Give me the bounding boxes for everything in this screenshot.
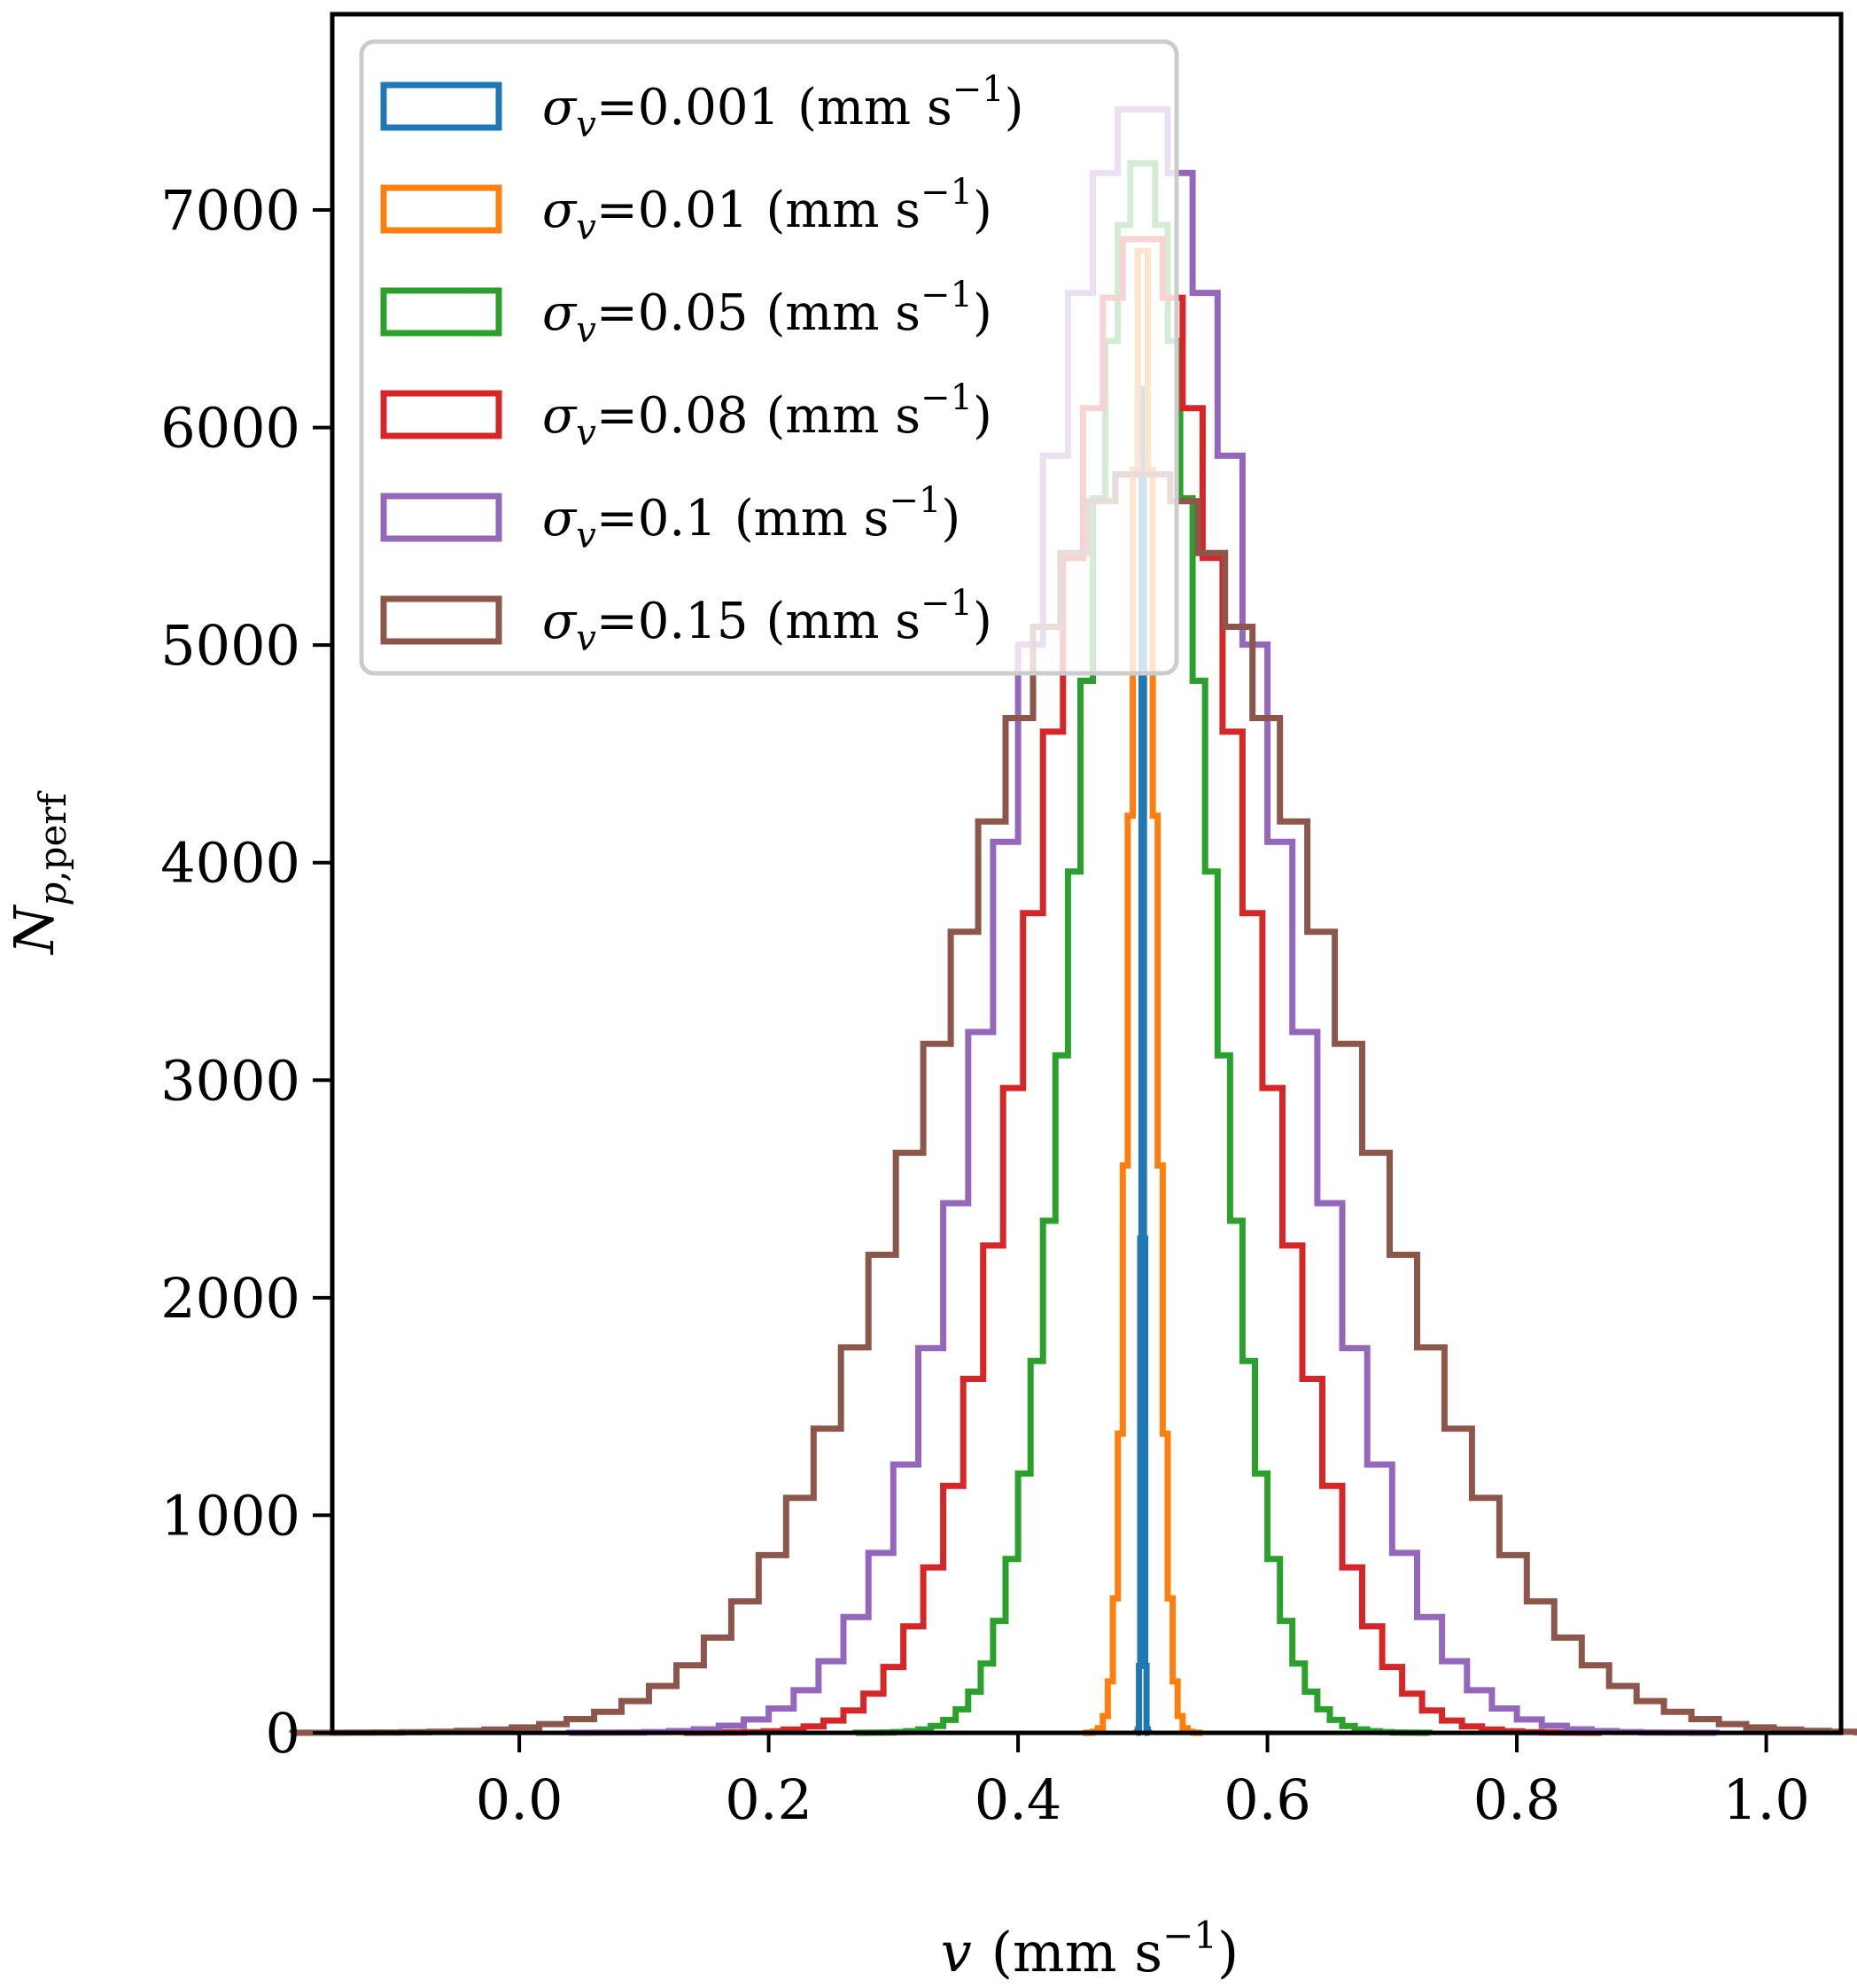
y-tick-label: 2000	[160, 1266, 300, 1331]
legend-label: σv=0.15 (mm s−1)	[542, 583, 992, 659]
y-tick-label: 4000	[160, 831, 300, 896]
legend-swatch	[380, 82, 502, 131]
y-tick-label: 3000	[160, 1048, 300, 1113]
legend-label: σv=0.01 (mm s−1)	[542, 172, 992, 248]
legend-swatch	[380, 390, 502, 439]
y-axis: 0 1000 2000 3000 4000 5000 6000 7000	[160, 178, 332, 1766]
x-axis-title: v (mm s−1)	[941, 1914, 1239, 1984]
legend: σv=0.001 (mm s−1) σv=0.01 (mm s−1) σv=0.05 (m…	[359, 39, 1179, 676]
legend-swatch	[380, 287, 502, 337]
x-tick-label: 0.2	[725, 1767, 812, 1832]
y-tick-label: 7000	[160, 178, 300, 243]
legend-label: σv=0.1 (mm s−1)	[542, 480, 960, 556]
legend-swatch	[380, 493, 502, 542]
legend-label: σv=0.05 (mm s−1)	[542, 275, 992, 351]
x-tick-label: 0.4	[975, 1767, 1062, 1832]
x-tick-label: 0.0	[476, 1767, 563, 1832]
y-axis-title: Np,perf	[2, 790, 74, 956]
legend-swatch	[380, 595, 502, 645]
y-tick-label: 1000	[160, 1483, 300, 1548]
plot-frame	[330, 12, 1844, 1736]
x-axis: 0.0 0.2 0.4 0.6 0.8 1.0	[476, 1733, 1810, 1832]
legend-box	[359, 39, 1179, 676]
x-tick-label: 1.0	[1722, 1767, 1810, 1832]
legend-label: σv=0.08 (mm s−1)	[542, 377, 992, 454]
y-tick-label: 6000	[160, 396, 300, 461]
legend-label: σv=0.001 (mm s−1)	[542, 69, 1024, 145]
y-tick-label: 5000	[160, 613, 300, 678]
x-tick-label: 0.6	[1224, 1767, 1311, 1832]
legend-swatch	[380, 184, 502, 234]
y-tick-label: 0	[266, 1701, 300, 1766]
legend-entries: σv=0.001 (mm s−1) σv=0.01 (mm s−1) σv=0.05 (m…	[380, 69, 1024, 659]
x-tick-label: 0.8	[1473, 1767, 1561, 1832]
